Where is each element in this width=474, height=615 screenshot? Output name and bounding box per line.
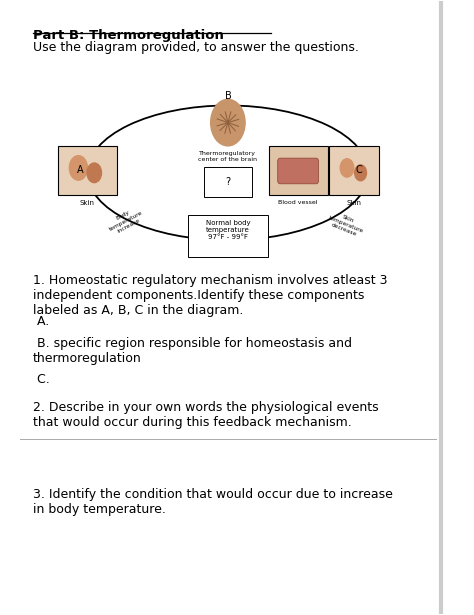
Circle shape (87, 163, 101, 183)
Text: 3. Identify the condition that would occur due to increase
in body temperature.: 3. Identify the condition that would occ… (33, 488, 393, 516)
Text: Part B: Thermoregulation: Part B: Thermoregulation (33, 29, 224, 42)
FancyBboxPatch shape (269, 146, 328, 196)
Text: Skin: Skin (346, 200, 361, 207)
Text: A.: A. (33, 315, 49, 328)
Circle shape (340, 159, 354, 177)
Circle shape (355, 165, 366, 181)
FancyBboxPatch shape (188, 215, 268, 256)
Text: Skin: Skin (80, 200, 95, 207)
Text: Blood vessel: Blood vessel (278, 200, 318, 205)
FancyBboxPatch shape (58, 146, 117, 196)
Text: C: C (356, 165, 363, 175)
FancyBboxPatch shape (204, 167, 252, 197)
Text: Skin
temperature
decrease: Skin temperature decrease (325, 210, 366, 239)
Text: Body
temperature
increase: Body temperature increase (106, 205, 146, 237)
FancyBboxPatch shape (329, 146, 379, 196)
Text: 2. Describe in your own words the physiological events
that would occur during t: 2. Describe in your own words the physio… (33, 400, 379, 429)
Circle shape (69, 156, 88, 180)
Text: C.: C. (33, 373, 50, 386)
Text: 1. Homeostatic regulatory mechanism involves atleast 3
independent components.Id: 1. Homeostatic regulatory mechanism invo… (33, 274, 388, 317)
Text: ?: ? (225, 177, 230, 187)
Text: B. specific region responsible for homeostasis and
thermoregulation: B. specific region responsible for homeo… (33, 337, 352, 365)
Text: Use the diagram provided, to answer the questions.: Use the diagram provided, to answer the … (33, 41, 359, 54)
Text: Normal body
temperature
97°F - 99°F: Normal body temperature 97°F - 99°F (206, 220, 250, 240)
Text: A: A (77, 165, 84, 175)
Circle shape (210, 100, 245, 146)
Text: B: B (225, 91, 231, 101)
Text: Thermoregulatory
center of the brain: Thermoregulatory center of the brain (199, 151, 257, 162)
FancyBboxPatch shape (278, 158, 319, 184)
